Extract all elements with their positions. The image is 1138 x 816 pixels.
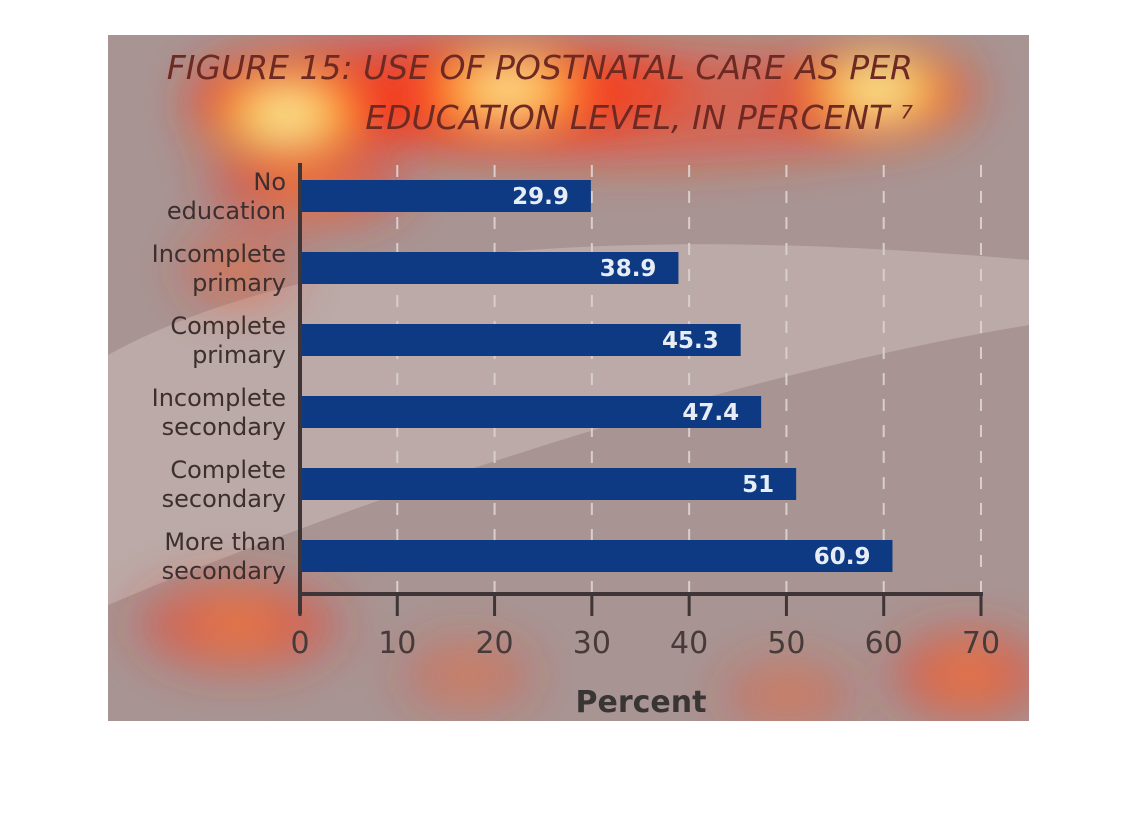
bar-2 — [300, 324, 741, 356]
category-label-2-line-0: Complete — [170, 312, 286, 340]
attention-heatmap — [118, 35, 1029, 721]
category-labels: NoeducationIncompleteprimaryCompleteprim… — [152, 168, 286, 585]
category-label-1-line-1: primary — [192, 269, 286, 297]
bar-3 — [300, 396, 762, 428]
category-label-5-line-1: secondary — [162, 557, 286, 585]
x-tick-label-60: 60 — [865, 626, 903, 661]
category-label-4-line-0: Complete — [170, 456, 286, 484]
x-tick-label-0: 0 — [290, 626, 309, 661]
x-axis: 0 10 20 30 40 50 60 70 — [290, 163, 1000, 661]
data-label-0: 29.9 — [512, 184, 569, 210]
x-axis-title: Percent — [576, 685, 707, 720]
gridlines — [396, 165, 982, 594]
x-tick-label-40: 40 — [670, 626, 708, 661]
data-label-4: 51 — [742, 472, 774, 498]
x-tick-label-20: 20 — [475, 626, 513, 661]
category-label-2-line-1: primary — [192, 341, 286, 369]
bar-4 — [300, 468, 797, 500]
bars — [300, 180, 893, 572]
data-label-3: 47.4 — [682, 400, 739, 426]
x-tick-label-10: 10 — [378, 626, 416, 661]
data-label-5: 60.9 — [814, 544, 871, 570]
category-label-0-line-0: No — [253, 168, 286, 196]
category-label-0-line-1: education — [167, 197, 286, 225]
data-labels: 29.9 38.9 45.3 47.4 51 60.9 — [512, 184, 870, 570]
bar-1 — [300, 252, 679, 284]
category-label-4-line-1: secondary — [162, 485, 286, 513]
x-tick-label-50: 50 — [767, 626, 805, 661]
bar-0 — [300, 180, 591, 212]
category-label-3-line-1: secondary — [162, 413, 286, 441]
chart-title-line-2: EDUCATION LEVEL, IN PERCENT ⁷ — [365, 98, 913, 137]
data-label-2: 45.3 — [662, 328, 719, 354]
category-label-3-line-0: Incomplete — [152, 384, 286, 412]
chart-title: FIGURE 15: USE OF POSTNATAL CARE AS PER … — [167, 48, 913, 137]
bar-5 — [300, 540, 893, 572]
category-label-5-line-0: More than — [164, 528, 286, 556]
x-tick-label-30: 30 — [573, 626, 611, 661]
chart-frame: FIGURE 15: USE OF POSTNATAL CARE AS PER … — [108, 35, 1029, 721]
category-label-1-line-0: Incomplete — [152, 240, 286, 268]
bar-chart: FIGURE 15: USE OF POSTNATAL CARE AS PER … — [108, 35, 1029, 721]
data-label-1: 38.9 — [600, 256, 657, 282]
x-tick-label-70: 70 — [962, 626, 1000, 661]
chart-title-line-1: FIGURE 15: USE OF POSTNATAL CARE AS PER — [167, 48, 913, 87]
